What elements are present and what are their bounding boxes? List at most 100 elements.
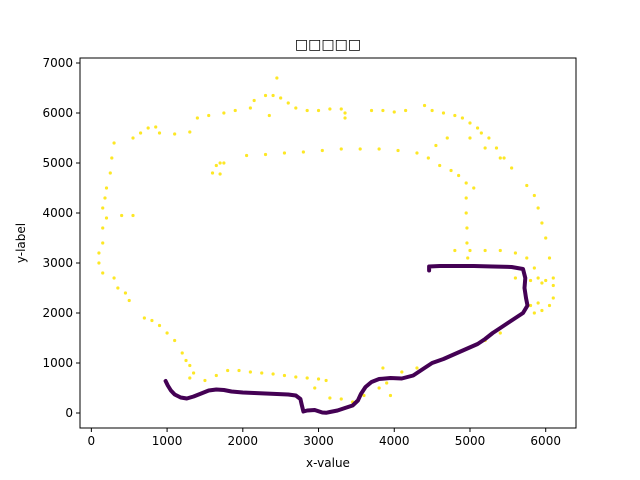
y-tick-label: 2000 bbox=[42, 306, 73, 320]
data-point bbox=[282, 151, 287, 155]
data-point bbox=[430, 108, 434, 113]
data-point bbox=[146, 126, 150, 130]
data-point bbox=[305, 108, 309, 113]
data-point bbox=[328, 107, 332, 111]
data-point bbox=[131, 213, 135, 218]
data-point bbox=[263, 152, 268, 157]
data-point bbox=[434, 143, 438, 148]
y-tick-label: 6000 bbox=[42, 106, 73, 120]
plot-area bbox=[79, 57, 577, 429]
data-point bbox=[157, 131, 162, 135]
data-point bbox=[377, 147, 381, 151]
data-point bbox=[263, 93, 268, 98]
data-point bbox=[339, 147, 343, 151]
data-point bbox=[528, 303, 533, 308]
data-point bbox=[513, 251, 518, 255]
data-point bbox=[339, 397, 343, 401]
data-point bbox=[305, 376, 309, 380]
data-point bbox=[460, 116, 465, 120]
y-tick-label: 5000 bbox=[42, 156, 73, 170]
data-point bbox=[222, 111, 226, 115]
data-point bbox=[358, 147, 362, 151]
data-point bbox=[339, 107, 343, 111]
data-point bbox=[207, 113, 211, 118]
data-point bbox=[468, 136, 472, 140]
y-tick-label: 0 bbox=[65, 406, 73, 420]
y-tick-label: 7000 bbox=[42, 56, 73, 70]
data-point bbox=[97, 251, 101, 255]
data-point bbox=[528, 278, 533, 283]
data-point bbox=[103, 196, 107, 200]
data-point bbox=[320, 148, 324, 153]
data-point bbox=[532, 266, 536, 270]
data-point bbox=[244, 153, 249, 158]
y-tick-label: 4000 bbox=[42, 206, 73, 220]
data-point bbox=[494, 146, 499, 150]
data-point bbox=[465, 241, 469, 245]
data-point bbox=[388, 393, 393, 398]
data-point bbox=[180, 351, 184, 355]
data-point bbox=[112, 276, 116, 280]
data-point bbox=[381, 108, 385, 113]
data-point bbox=[218, 172, 222, 176]
y-axis-label: y-label bbox=[14, 223, 28, 263]
data-point bbox=[404, 108, 408, 113]
data-point bbox=[544, 236, 548, 240]
data-point bbox=[271, 93, 275, 98]
data-point bbox=[294, 375, 298, 379]
data-point bbox=[313, 386, 317, 390]
data-point bbox=[513, 276, 518, 280]
data-point bbox=[104, 186, 109, 190]
x-tick-label: 4000 bbox=[379, 434, 410, 448]
y-tick-label: 1000 bbox=[42, 356, 73, 370]
data-point bbox=[415, 366, 419, 370]
x-tick-label: 1000 bbox=[152, 434, 183, 448]
data-point bbox=[441, 111, 446, 115]
data-point bbox=[525, 183, 529, 188]
data-point bbox=[112, 141, 116, 145]
data-point bbox=[101, 226, 105, 230]
data-point bbox=[184, 358, 188, 363]
data-point bbox=[101, 271, 105, 275]
data-point bbox=[532, 193, 536, 198]
data-point bbox=[449, 168, 453, 173]
data-point bbox=[468, 248, 472, 253]
data-point bbox=[426, 156, 430, 160]
data-point bbox=[445, 136, 449, 140]
data-point bbox=[464, 181, 468, 185]
data-point bbox=[385, 381, 389, 385]
data-point bbox=[362, 393, 366, 398]
x-tick-label: 6000 bbox=[530, 434, 561, 448]
data-point bbox=[218, 161, 222, 165]
data-point bbox=[150, 318, 154, 323]
data-point bbox=[483, 248, 487, 253]
data-point bbox=[540, 221, 544, 225]
data-point bbox=[324, 378, 328, 383]
data-point bbox=[97, 261, 101, 265]
data-point bbox=[381, 366, 385, 370]
data-point bbox=[116, 286, 120, 290]
data-point bbox=[525, 256, 529, 260]
data-point bbox=[392, 110, 396, 114]
data-point bbox=[226, 368, 230, 373]
data-point bbox=[210, 171, 215, 175]
data-point bbox=[532, 311, 536, 315]
data-point bbox=[453, 248, 457, 253]
data-point bbox=[479, 131, 483, 135]
data-point bbox=[551, 283, 555, 288]
x-axis: 0 1000 2000 3000 4000 5000 6000 bbox=[88, 428, 561, 448]
data-point bbox=[123, 291, 128, 295]
data-point bbox=[188, 130, 192, 134]
data-point bbox=[233, 108, 237, 113]
data-point bbox=[472, 186, 476, 190]
data-point bbox=[282, 373, 287, 378]
data-point bbox=[120, 213, 124, 218]
data-point bbox=[400, 370, 404, 374]
data-point bbox=[248, 370, 252, 374]
data-point bbox=[142, 316, 146, 320]
data-point bbox=[110, 156, 114, 160]
y-axis: 0 1000 2000 3000 4000 5000 6000 7000 bbox=[42, 56, 80, 420]
data-point bbox=[498, 248, 502, 253]
